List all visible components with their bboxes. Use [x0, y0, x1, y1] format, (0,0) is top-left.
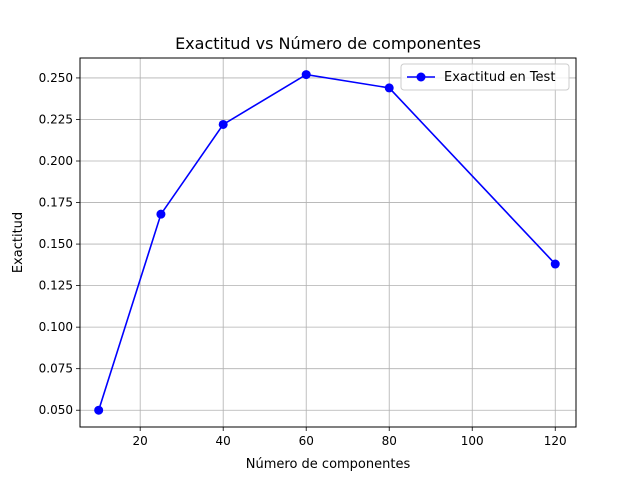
axes-frame [79, 57, 577, 428]
data-point [156, 209, 166, 219]
x-tick-label: 80 [382, 434, 397, 448]
x-tick-label: 20 [133, 434, 148, 448]
x-tick-label: 100 [461, 434, 484, 448]
y-tick-label: 0.225 [39, 112, 73, 126]
legend-marker-swatch [416, 72, 426, 82]
series-line [97, 73, 556, 411]
legend-label: Exactitud en Test [444, 70, 555, 85]
chart-title: Exactitud vs Número de componentes [175, 34, 481, 53]
data-point [218, 119, 228, 129]
x-axis-label: Número de componentes [246, 457, 411, 472]
y-tick-label: 0.175 [39, 196, 73, 210]
axis-ticks: 20 40 60 80 100 120 0.050 0.075 0.100 0.125 0.150 0… [39, 71, 567, 448]
y-tick-label: 0.075 [39, 362, 73, 376]
y-tick-label: 0.200 [39, 154, 73, 168]
data-point [94, 405, 104, 415]
data-point [301, 70, 311, 80]
plot-area [94, 70, 560, 415]
x-tick-label: 60 [299, 434, 314, 448]
y-tick-label: 0.050 [39, 403, 73, 417]
data-point [384, 83, 394, 93]
x-tick-label: 120 [544, 434, 567, 448]
data-point [550, 259, 560, 269]
grid-lines [80, 58, 576, 427]
legend-box [400, 63, 570, 91]
y-axis-label: Exactitud [11, 212, 26, 273]
x-tick-label: 40 [216, 434, 231, 448]
y-tick-label: 0.125 [39, 279, 73, 293]
legend: Exactitud en Test [400, 63, 570, 91]
y-tick-label: 0.100 [39, 320, 73, 334]
y-tick-label: 0.150 [39, 237, 73, 251]
y-tick-label: 0.250 [39, 71, 73, 85]
